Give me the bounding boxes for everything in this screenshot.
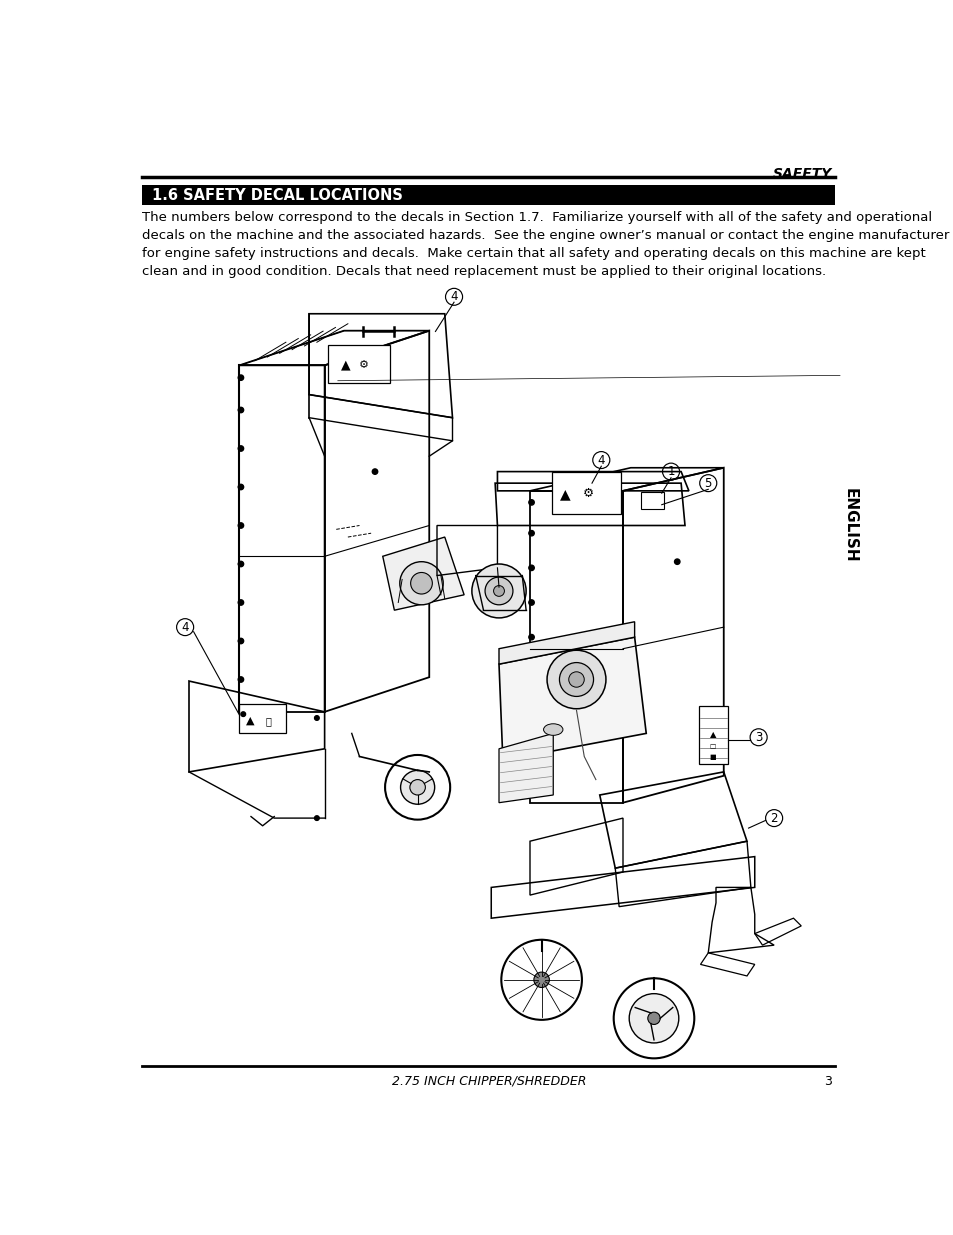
Circle shape: [410, 573, 432, 594]
Circle shape: [528, 600, 534, 605]
Text: ▲: ▲: [559, 487, 570, 501]
Text: 3: 3: [754, 731, 761, 743]
Circle shape: [238, 484, 243, 490]
Circle shape: [528, 669, 534, 674]
Text: SAFETY: SAFETY: [772, 168, 831, 182]
Circle shape: [528, 773, 534, 778]
Circle shape: [241, 711, 245, 716]
Text: 2.75 INCH CHIPPER/SHREDDER: 2.75 INCH CHIPPER/SHREDDER: [392, 1074, 585, 1088]
Text: 1: 1: [666, 466, 674, 478]
Circle shape: [410, 779, 425, 795]
Circle shape: [238, 446, 243, 451]
Circle shape: [238, 375, 243, 380]
Circle shape: [546, 651, 605, 709]
FancyBboxPatch shape: [640, 492, 663, 509]
FancyBboxPatch shape: [239, 704, 286, 734]
FancyBboxPatch shape: [699, 706, 728, 764]
Circle shape: [528, 566, 534, 571]
Circle shape: [314, 716, 319, 720]
Text: ▲: ▲: [709, 730, 716, 740]
Circle shape: [314, 816, 319, 820]
Polygon shape: [498, 734, 553, 803]
Circle shape: [238, 600, 243, 605]
Text: ⚙: ⚙: [358, 359, 369, 369]
Circle shape: [528, 635, 534, 640]
Circle shape: [238, 408, 243, 412]
Text: ▲: ▲: [246, 716, 254, 726]
Text: ☐: ☐: [709, 743, 716, 750]
Text: 4: 4: [450, 290, 457, 304]
Text: 4: 4: [181, 621, 189, 634]
Ellipse shape: [543, 724, 562, 735]
Circle shape: [472, 564, 525, 618]
Circle shape: [238, 561, 243, 567]
Circle shape: [399, 562, 443, 605]
Circle shape: [493, 585, 504, 597]
Text: ▲: ▲: [340, 358, 350, 370]
Text: ⚙: ⚙: [582, 488, 593, 500]
Circle shape: [558, 662, 593, 697]
Circle shape: [528, 739, 534, 743]
Text: ■: ■: [709, 753, 716, 760]
Polygon shape: [382, 537, 464, 610]
FancyBboxPatch shape: [142, 185, 835, 205]
Text: ENGLISH: ENGLISH: [841, 488, 857, 563]
Circle shape: [629, 994, 679, 1042]
Polygon shape: [498, 637, 645, 761]
Circle shape: [534, 972, 549, 988]
FancyBboxPatch shape: [551, 472, 620, 514]
Circle shape: [674, 559, 679, 564]
Circle shape: [400, 771, 435, 804]
Circle shape: [484, 577, 513, 605]
Text: 2: 2: [770, 811, 777, 825]
Circle shape: [238, 638, 243, 643]
Circle shape: [647, 1013, 659, 1025]
Circle shape: [385, 755, 450, 820]
Text: The numbers below correspond to the decals in Section 1.7.  Familiarize yourself: The numbers below correspond to the deca…: [142, 211, 949, 278]
Circle shape: [238, 677, 243, 682]
Circle shape: [500, 940, 581, 1020]
FancyBboxPatch shape: [328, 345, 390, 383]
Text: 🔧: 🔧: [266, 716, 272, 726]
Circle shape: [613, 978, 694, 1058]
Circle shape: [568, 672, 583, 687]
Polygon shape: [498, 621, 634, 664]
Circle shape: [528, 704, 534, 709]
Circle shape: [528, 500, 534, 505]
Text: 1.6 SAFETY DECAL LOCATIONS: 1.6 SAFETY DECAL LOCATIONS: [152, 188, 402, 203]
Circle shape: [528, 531, 534, 536]
Text: 4: 4: [597, 453, 604, 467]
Circle shape: [372, 469, 377, 474]
Text: 3: 3: [823, 1074, 831, 1088]
Text: 5: 5: [704, 477, 711, 489]
Circle shape: [238, 522, 243, 529]
